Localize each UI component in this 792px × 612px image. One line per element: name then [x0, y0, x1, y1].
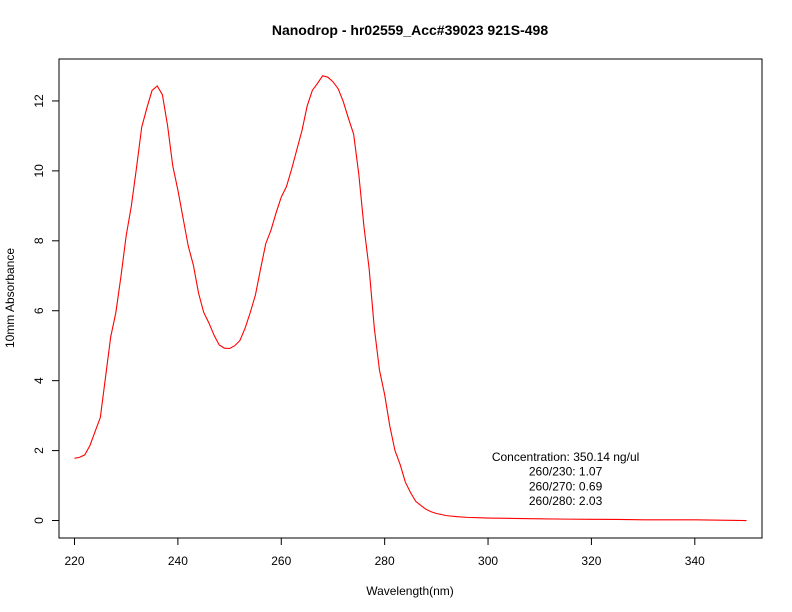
y-tick-label: 6 [32, 307, 46, 314]
x-tick-label: 300 [478, 554, 498, 568]
y-tick-label: 10 [32, 164, 46, 178]
chart-title: Nanodrop - hr02559_Acc#39023 921S-498 [272, 22, 548, 38]
y-tick-label: 8 [32, 237, 46, 244]
y-axis: 0 2 4 6 8 10 12 [32, 94, 60, 524]
x-axis-label: Wavelength(nm) [366, 584, 454, 598]
x-tick-label: 240 [168, 554, 188, 568]
y-axis-label: 10mm Absorbance [3, 248, 17, 348]
y-tick-label: 2 [32, 447, 46, 454]
annotation-line: 260/230: 1.07 [529, 465, 603, 479]
x-tick-label: 340 [685, 554, 705, 568]
x-tick-label: 260 [271, 554, 291, 568]
plot-frame [58, 58, 763, 539]
x-axis: 220 240 260 280 300 320 340 [64, 537, 705, 568]
absorbance-series-line [74, 75, 747, 522]
x-tick-label: 220 [64, 554, 84, 568]
x-tick-label: 280 [375, 554, 395, 568]
y-tick-label: 12 [32, 94, 46, 108]
y-tick-label: 0 [32, 517, 46, 524]
y-tick-label: 4 [32, 377, 46, 384]
annotation-line: Concentration: 350.14 ng/ul [492, 450, 639, 464]
annotation-line: 260/280: 2.03 [529, 494, 603, 508]
x-tick-label: 320 [581, 554, 601, 568]
annotation-line: 260/270: 0.69 [529, 479, 603, 493]
